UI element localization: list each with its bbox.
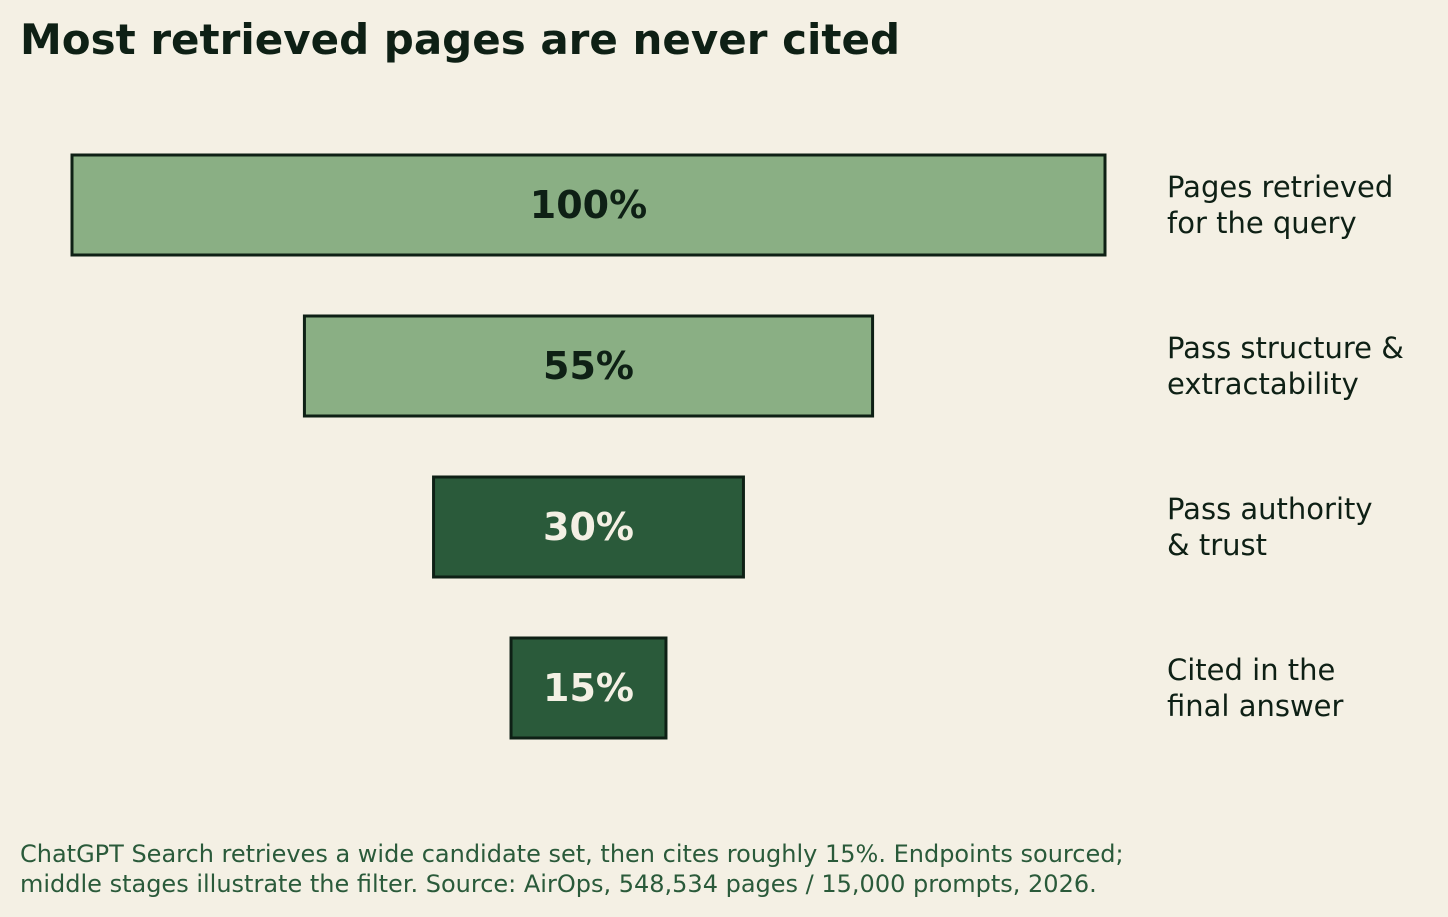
stage-label-3-line-1: Pass authority [1167,492,1373,526]
stage-label-4: Cited in the final answer [1167,653,1344,723]
stage-label-1-line-1: Pages retrieved [1167,170,1393,204]
stage-label-2-line-2: extractability [1167,367,1359,401]
bar-value-label-3: 30% [543,505,634,549]
chart-title: Most retrieved pages are never cited [20,15,901,64]
stage-label-2: Pass structure & extractability [1167,331,1404,401]
stage-label-1: Pages retrieved for the query [1167,170,1393,240]
stage-label-4-line-1: Cited in the [1167,653,1335,687]
stage-label-3: Pass authority & trust [1167,492,1373,562]
funnel-bar-2 [302,314,875,418]
funnel-bar-3 [432,475,745,579]
chart-caption: ChatGPT Search retrieves a wide candidat… [20,839,1420,899]
stage-label-1-line-2: for the query [1167,206,1357,240]
bar-value-label-2: 55% [543,344,634,388]
stage-label-4-line-2: final answer [1167,689,1344,723]
caption-line-2: middle stages illustrate the filter. Sou… [20,870,1097,898]
funnel-bar-4 [509,636,668,740]
funnel-bar-1 [70,153,1107,257]
bar-value-label-1: 100% [530,183,647,227]
bar-value-label-4: 15% [543,666,634,710]
caption-line-1: ChatGPT Search retrieves a wide candidat… [20,840,1124,868]
stage-label-3-line-2: & trust [1167,528,1267,562]
stage-label-2-line-1: Pass structure & [1167,331,1404,365]
